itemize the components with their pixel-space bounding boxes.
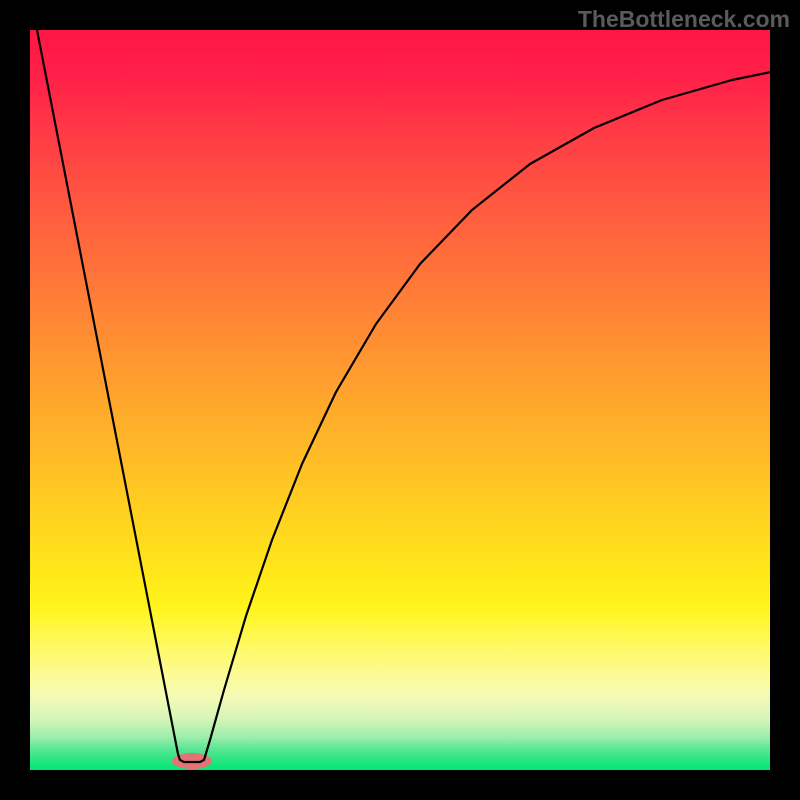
chart-container: TheBottleneck.com <box>0 0 800 800</box>
chart-svg <box>0 0 800 800</box>
watermark-text: TheBottleneck.com <box>578 6 790 33</box>
plot-background <box>30 30 770 770</box>
